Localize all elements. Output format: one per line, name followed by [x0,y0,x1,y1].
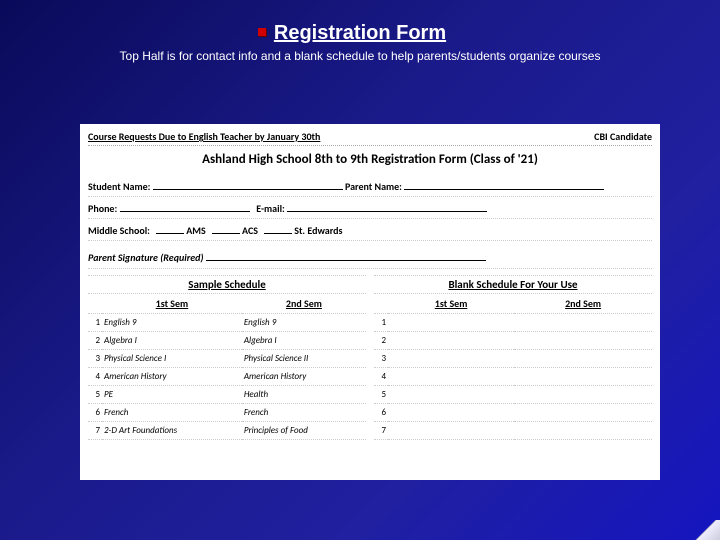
form-title: Ashland High School 8th to 9th Registrat… [88,146,652,175]
row-num: 2 [88,332,102,350]
sem2-blank[interactable] [514,368,652,386]
contact-row: Phone: E-mail: [88,197,652,219]
sem1-course: 2-D Art Foundations [102,422,242,440]
sample-h1: 1st Sem [102,294,242,314]
sample-schedule-title: Sample Schedule [88,275,366,294]
ms-label: Middle School: [88,224,150,237]
sem2-course: French [242,404,366,422]
table-row: 4American HistoryAmerican History [88,368,366,386]
signature-blank[interactable] [206,251,486,261]
signature-label: Parent Signature (Required) [88,251,204,264]
table-row: 6 [374,404,652,422]
sem1-course: French [102,404,242,422]
row-num: 7 [88,422,102,440]
due-date-label: Course Requests Due to English Teacher b… [88,130,320,143]
form-header-row: Course Requests Due to English Teacher b… [88,128,652,146]
row-num: 6 [374,404,388,422]
ms-acs-blank[interactable] [212,224,240,234]
row-num: 5 [88,386,102,404]
table-row: 6FrenchFrench [88,404,366,422]
sample-schedule-block: Sample Schedule 1st Sem 2nd Sem 1English… [88,275,366,440]
sem1-course: Physical Science I [102,350,242,368]
sem2-blank[interactable] [514,404,652,422]
row-num: 1 [374,314,388,332]
sem2-course: American History [242,368,366,386]
blank-schedule-block: Blank Schedule For Your Use 1st Sem 2nd … [374,275,652,440]
sem1-blank[interactable] [388,386,514,404]
cbi-label: CBI Candidate [594,130,652,143]
sem2-course: Health [242,386,366,404]
ms-opt-ste: St. Edwards [294,224,342,237]
sample-schedule-table: 1st Sem 2nd Sem 1English 9English 92Alge… [88,294,366,440]
blank-schedule-title: Blank Schedule For Your Use [374,275,652,294]
student-name-label: Student Name: [88,180,150,193]
row-num: 1 [88,314,102,332]
sem1-blank[interactable] [388,350,514,368]
slide-title: Registration Form [0,0,720,45]
table-row: 2 [374,332,652,350]
sem2-course: English 9 [242,314,366,332]
ms-opt-acs: ACS [242,224,258,237]
sem1-course: English 9 [102,314,242,332]
phone-blank[interactable] [120,202,250,212]
table-row: 72-D Art FoundationsPrinciples of Food [88,422,366,440]
sem1-course: Algebra I [102,332,242,350]
row-num: 6 [88,404,102,422]
student-name-blank[interactable] [153,180,343,190]
parent-name-blank[interactable] [404,180,604,190]
row-num: 2 [374,332,388,350]
blank-h2: 2nd Sem [514,294,652,314]
phone-label: Phone: [88,202,117,215]
page-fold-icon [692,520,720,540]
table-row: 1English 9English 9 [88,314,366,332]
sem2-blank[interactable] [514,332,652,350]
sem2-blank[interactable] [514,422,652,440]
table-row: 5 [374,386,652,404]
name-row: Student Name: Parent Name: [88,175,652,197]
table-row: 1 [374,314,652,332]
signature-row: Parent Signature (Required) [88,241,652,269]
row-num: 4 [88,368,102,386]
sem2-course: Algebra I [242,332,366,350]
row-num: 3 [88,350,102,368]
sem2-blank[interactable] [514,386,652,404]
parent-name-label: Parent Name: [345,180,402,193]
table-row: 4 [374,368,652,386]
blank-schedule-table: 1st Sem 2nd Sem 1234567 [374,294,652,440]
sem1-blank[interactable] [388,404,514,422]
sem1-course: American History [102,368,242,386]
ms-ste-blank[interactable] [264,224,292,234]
sem1-blank[interactable] [388,422,514,440]
middle-school-row: Middle School: AMS ACS St. Edwards [88,219,652,241]
sem2-blank[interactable] [514,314,652,332]
table-row: 3Physical Science IPhysical Science II [88,350,366,368]
slide-subtitle: Top Half is for contact info and a blank… [0,45,720,63]
sample-h2: 2nd Sem [242,294,366,314]
row-num: 5 [374,386,388,404]
email-blank[interactable] [287,202,487,212]
email-label: E-mail: [256,202,285,215]
sem2-course: Physical Science II [242,350,366,368]
table-row: 5PEHealth [88,386,366,404]
row-num: 3 [374,350,388,368]
registration-form-card: Course Requests Due to English Teacher b… [80,124,660,480]
sem1-blank[interactable] [388,368,514,386]
schedule-tables: Sample Schedule 1st Sem 2nd Sem 1English… [88,275,652,440]
ms-ams-blank[interactable] [156,224,184,234]
table-row: 2Algebra IAlgebra I [88,332,366,350]
row-num: 7 [374,422,388,440]
sem1-blank[interactable] [388,314,514,332]
sem1-course: PE [102,386,242,404]
ms-opt-ams: AMS [186,224,206,237]
sem2-course: Principles of Food [242,422,366,440]
title-bullet-icon [258,28,266,36]
table-row: 7 [374,422,652,440]
table-row: 3 [374,350,652,368]
blank-h1: 1st Sem [388,294,514,314]
sem2-blank[interactable] [514,350,652,368]
sem1-blank[interactable] [388,332,514,350]
row-num: 4 [374,368,388,386]
